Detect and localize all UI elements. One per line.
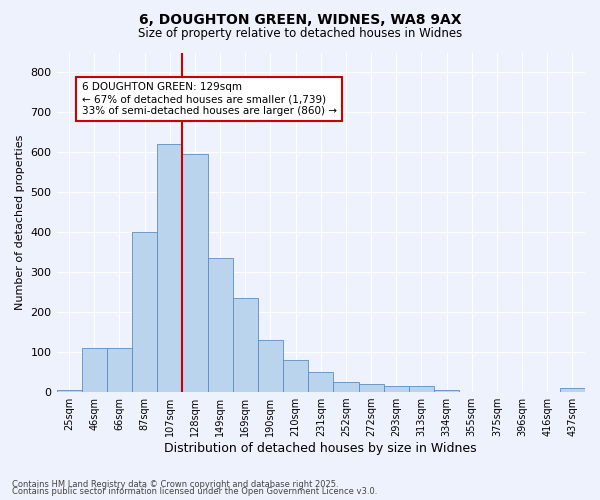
Y-axis label: Number of detached properties: Number of detached properties [15,134,25,310]
Bar [107,348,132,392]
Text: Size of property relative to detached houses in Widnes: Size of property relative to detached ho… [138,28,462,40]
Bar [82,348,107,392]
Bar [409,386,434,392]
Bar [560,388,585,392]
X-axis label: Distribution of detached houses by size in Widnes: Distribution of detached houses by size … [164,442,477,455]
Bar [434,390,459,392]
Bar [157,144,182,392]
Bar [233,298,258,392]
Bar [56,390,82,392]
Bar [308,372,334,392]
Bar [182,154,208,392]
Text: 6 DOUGHTON GREEN: 129sqm
← 67% of detached houses are smaller (1,739)
33% of sem: 6 DOUGHTON GREEN: 129sqm ← 67% of detach… [82,82,337,116]
Bar [283,360,308,392]
Bar [383,386,409,392]
Bar [359,384,383,392]
Text: Contains public sector information licensed under the Open Government Licence v3: Contains public sector information licen… [12,487,377,496]
Bar [208,258,233,392]
Bar [334,382,359,392]
Text: 6, DOUGHTON GREEN, WIDNES, WA8 9AX: 6, DOUGHTON GREEN, WIDNES, WA8 9AX [139,12,461,26]
Bar [258,340,283,392]
Bar [132,232,157,392]
Text: Contains HM Land Registry data © Crown copyright and database right 2025.: Contains HM Land Registry data © Crown c… [12,480,338,489]
